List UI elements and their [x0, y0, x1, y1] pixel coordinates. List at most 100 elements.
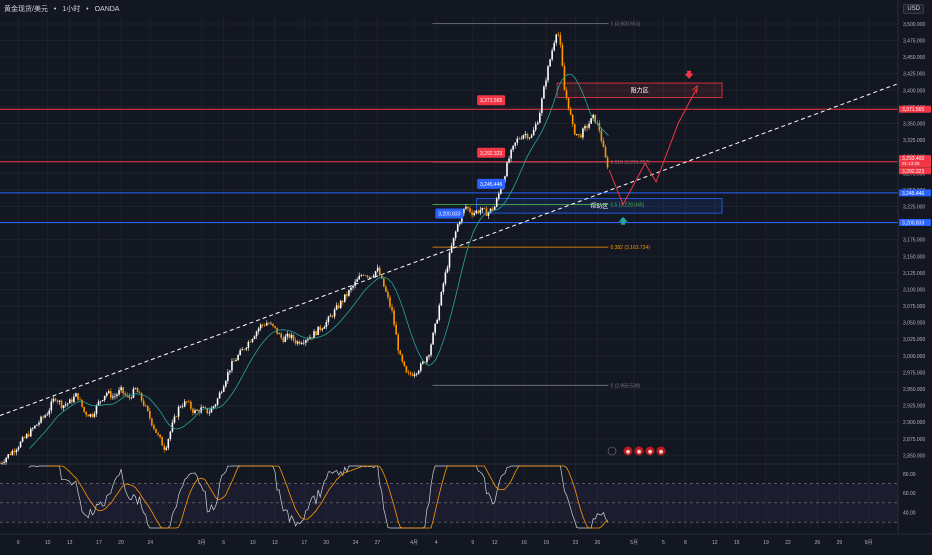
candle-body: [348, 290, 350, 296]
candle-body: [549, 59, 551, 67]
candle-body: [42, 416, 44, 418]
candle-body: [573, 124, 576, 135]
fib-label: 0.5 (3,228.045): [610, 202, 644, 208]
candle-body: [107, 391, 110, 393]
time-tick-label: 8: [684, 540, 687, 546]
candle-body: [446, 267, 449, 273]
candle-body: [171, 422, 174, 432]
candle-body: [323, 327, 326, 329]
candle-body: [95, 405, 98, 414]
symbol-name: 黄金现货/美元: [4, 6, 48, 13]
fib-label: 0.618 (3,291.957): [610, 160, 650, 166]
candle-body: [167, 439, 170, 448]
candle-body: [477, 210, 480, 213]
time-axis[interactable]: 6 10 13 17 20 24 3月 6 10 13 17 20 24 27 4月 4 9 12 16 19 23 26…: [0, 446, 932, 547]
candle-body: [66, 403, 69, 405]
candle-body: [354, 281, 356, 286]
candle-body: [93, 413, 96, 417]
event-flag-icon: [645, 446, 655, 456]
candle-body: [169, 431, 172, 440]
candle-body: [567, 98, 570, 109]
candle-body: [38, 422, 40, 425]
event-flag-label: ●: [626, 449, 631, 455]
price-axis-bg: [898, 0, 932, 550]
candle-body: [263, 325, 266, 326]
candle-body: [222, 386, 225, 392]
candle-body: [450, 245, 453, 253]
candle-body: [282, 337, 285, 342]
candle-body: [424, 361, 426, 363]
symbol-title[interactable]: 黄金现货/美元 • 1小时 • OANDA: [4, 4, 123, 14]
candle-body: [149, 411, 151, 419]
currency-badge[interactable]: USD: [903, 4, 924, 14]
candle-body: [23, 437, 26, 438]
event-flag-icon: [656, 446, 666, 456]
time-tick-label: 20: [323, 540, 329, 546]
level-tags: 3,371.565 3,292.323 3,245.446 3,200.833: [435, 95, 506, 219]
candle-body: [130, 397, 133, 399]
candle-body: [528, 137, 531, 139]
candle-body: [5, 457, 7, 463]
time-tick-label: 6: [222, 540, 225, 546]
candle-body: [393, 310, 395, 325]
rsi-panel: [0, 465, 898, 529]
candle-body: [257, 328, 260, 332]
candle-body: [110, 391, 112, 398]
candle-body: [272, 323, 274, 327]
candle-body: [58, 400, 61, 402]
time-tick-label: 24: [353, 540, 359, 546]
candle-body: [214, 404, 217, 407]
fib-label: 1 (3,500.551): [610, 22, 640, 28]
candle-body: [489, 208, 492, 213]
interval-label[interactable]: 1小时: [62, 6, 81, 13]
candle-body: [46, 414, 49, 416]
candle-body: [161, 437, 163, 446]
candle-body: [183, 401, 186, 407]
candle-body: [227, 372, 229, 382]
time-tick-label: 26: [595, 540, 601, 546]
price-tick-label: 3,500.000: [903, 22, 925, 28]
candle-body: [508, 158, 510, 163]
candle-body: [563, 65, 566, 91]
candle-body: [539, 112, 541, 123]
price-tick-label: 3,175.000: [903, 238, 925, 244]
candle-body: [387, 291, 389, 298]
candle-body: [249, 341, 252, 343]
candle-body: [526, 133, 529, 139]
candle-body: [89, 414, 92, 417]
candle-body: [124, 393, 127, 395]
candle-body: [300, 343, 303, 344]
candle-body: [206, 407, 209, 414]
candle-body: [114, 396, 116, 397]
price-tick-label: 3,400.000: [903, 88, 925, 94]
candle-body: [358, 275, 360, 280]
candle-body: [504, 176, 506, 183]
candle-body: [415, 373, 418, 375]
candle-body: [294, 340, 297, 344]
candle-body: [473, 213, 475, 216]
candle-body: [118, 390, 120, 395]
candle-body: [389, 297, 391, 307]
time-tick-label: 4: [435, 540, 438, 546]
candle-body: [547, 66, 549, 81]
candle-body: [101, 400, 104, 402]
candle-body: [241, 349, 244, 351]
candle-body: [173, 416, 176, 423]
candle-body: [233, 361, 235, 362]
candle-body: [364, 275, 367, 276]
candle-body: [274, 326, 276, 328]
candle-body: [561, 44, 564, 66]
time-tick-label: 17: [96, 540, 102, 546]
price-axis[interactable]: 2,850.000 2,875.000 2,900.000 2,925.000 2,95…: [897, 0, 932, 550]
candle-body: [290, 334, 293, 338]
candle-body: [71, 399, 73, 403]
candle-body: [458, 221, 461, 225]
candle-body: [200, 407, 202, 413]
candle-body: [231, 361, 233, 371]
price-tick-label: 3,475.000: [903, 39, 925, 45]
candle-body: [159, 434, 161, 438]
candle-body: [286, 333, 289, 337]
time-tick-label: 10: [250, 540, 256, 546]
